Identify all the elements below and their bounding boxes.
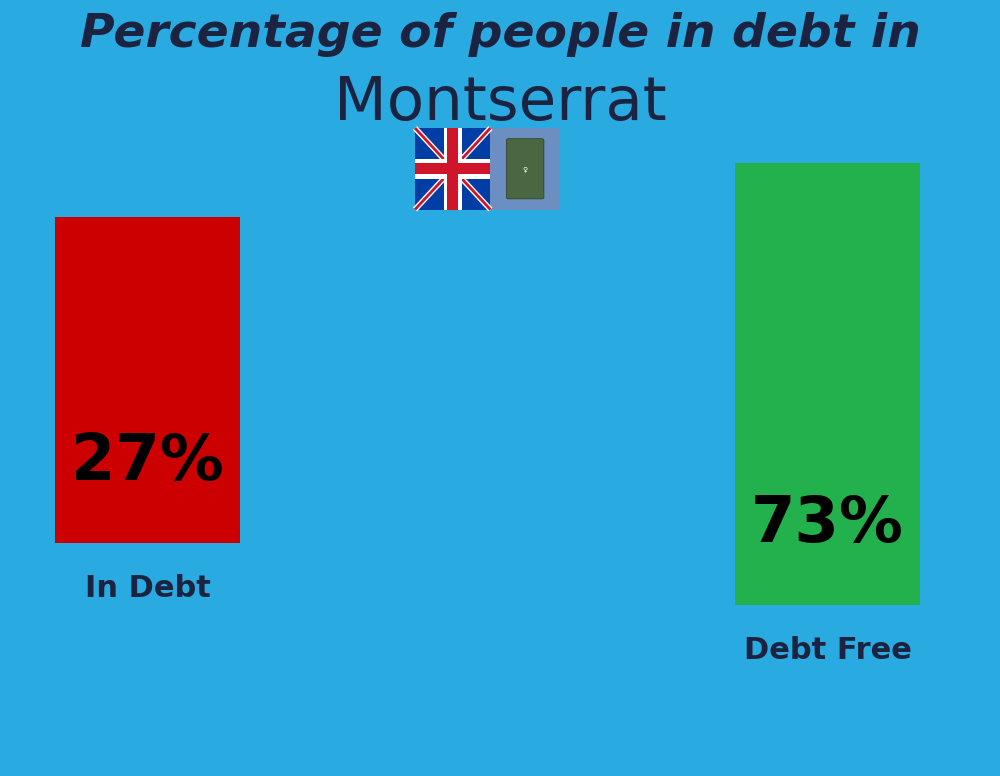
- FancyBboxPatch shape: [55, 217, 240, 543]
- FancyBboxPatch shape: [415, 128, 560, 210]
- FancyBboxPatch shape: [415, 163, 490, 175]
- Text: Percentage of people in debt in: Percentage of people in debt in: [80, 12, 920, 57]
- FancyBboxPatch shape: [490, 128, 560, 210]
- Text: Debt Free: Debt Free: [744, 636, 911, 665]
- Text: 73%: 73%: [751, 493, 904, 555]
- Text: 27%: 27%: [71, 431, 224, 493]
- Text: ♀: ♀: [523, 166, 528, 171]
- Text: In Debt: In Debt: [85, 574, 210, 603]
- FancyBboxPatch shape: [444, 128, 462, 210]
- FancyBboxPatch shape: [447, 128, 458, 210]
- FancyBboxPatch shape: [735, 163, 920, 605]
- FancyBboxPatch shape: [415, 159, 490, 178]
- Text: Montserrat: Montserrat: [334, 74, 666, 133]
- FancyBboxPatch shape: [506, 139, 544, 199]
